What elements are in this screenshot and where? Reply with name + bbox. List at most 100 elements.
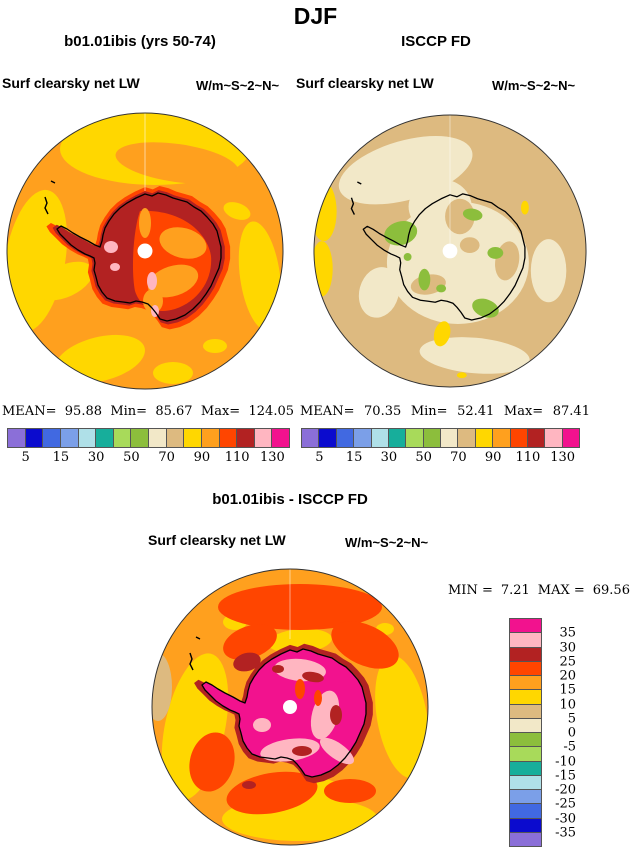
colorbar-segment	[509, 789, 542, 805]
diff-stats: MIN = 7.21 MAX = 69.56	[448, 583, 630, 598]
colorbar-segment	[24, 428, 44, 448]
colorbar-segment	[509, 817, 542, 833]
max-label: Max=	[503, 404, 544, 419]
colorbar-segment	[509, 618, 542, 634]
pole-dot	[442, 243, 458, 259]
mean-value: 95.88	[64, 404, 102, 419]
colorbar-segment	[353, 428, 372, 448]
colorbar-segment	[509, 632, 542, 648]
colorbar-segment	[509, 689, 542, 705]
colorbar-segment	[112, 428, 132, 448]
colorbar-segment	[318, 428, 337, 448]
colorbar-segment	[509, 428, 528, 448]
colorbar-tick-label: 130	[259, 450, 285, 465]
colorbar-segment	[509, 803, 542, 819]
colorbar-segment	[387, 428, 407, 448]
colorbar-segment	[509, 675, 542, 691]
mean-label: MEAN=	[2, 404, 57, 419]
min-value: 7.21	[500, 583, 530, 598]
colorbar-tick-label: -25	[555, 796, 576, 812]
islands	[189, 636, 201, 671]
obs-colorbar	[301, 428, 580, 448]
colorbar-segment	[509, 760, 542, 776]
colorbar-segment	[59, 428, 79, 448]
colorbar-segment	[335, 428, 355, 448]
max-value: 124.05	[248, 404, 295, 419]
colorbar-segment	[509, 717, 542, 733]
min-value: 85.67	[155, 404, 193, 419]
max-value: 87.41	[552, 404, 590, 419]
colorbar-tick-label: 15	[345, 450, 363, 465]
diff-field-label: Surf clearsky net LW	[148, 532, 286, 548]
diff-colorbar-ticks: 35 30 25 20 15 10 5 0 -5 -10 -15 -20 -25 -30 -35	[546, 619, 576, 847]
colorbar-tick-label: -35	[555, 825, 576, 841]
colorbar-segment	[440, 428, 459, 448]
colorbar-tick-label: 0	[567, 725, 576, 741]
interior-orange-red-slivers	[295, 679, 322, 706]
colorbar-tick-label: 90	[193, 450, 211, 465]
colorbar-tick-label: 110	[224, 450, 250, 465]
model-map	[6, 112, 284, 390]
colorbar-segment	[253, 428, 273, 448]
max-value: 69.56	[592, 583, 630, 598]
colorbar-tick-label: 5	[567, 711, 576, 727]
model-colorbar-ticks: 5 15 30 50 70 90 110 130	[8, 450, 290, 466]
islands	[350, 181, 362, 215]
model-stats: MEAN= 95.88 Min= 85.67 Max= 124.05	[2, 404, 294, 419]
colorbar-segment	[7, 428, 26, 448]
ocean-dark-red-spots	[233, 652, 261, 789]
colorbar-segment	[95, 428, 114, 448]
colorbar-tick-label: 30	[559, 640, 576, 655]
obs-stats: MEAN= 70.35 Min= 52.41 Max= 87.41	[300, 404, 590, 419]
min-label: MIN =	[448, 583, 493, 598]
colorbar-segment	[544, 428, 563, 448]
colorbar-segment	[301, 428, 320, 448]
colorbar-tick-label: 10	[559, 697, 576, 712]
colorbar-segment	[165, 428, 185, 448]
colorbar-segment	[148, 428, 167, 448]
colorbar-tick-label: -30	[555, 811, 576, 826]
interior-dark-red-spots	[272, 665, 342, 756]
tan-inlets	[410, 198, 520, 295]
colorbar-tick-label: 5	[21, 450, 30, 465]
colorbar-segment	[492, 428, 511, 448]
colorbar-tick-label: 30	[380, 450, 398, 465]
colorbar-tick-label: 5	[315, 450, 324, 465]
diff-panel-title: b01.01ibis - ISCCP FD	[212, 491, 368, 508]
colorbar-tick-label: 50	[123, 450, 140, 465]
pole-dot	[137, 243, 153, 259]
colorbar-tick-label: 20	[559, 668, 576, 684]
colorbar-tick-label: 25	[559, 654, 576, 670]
colorbar-segment	[370, 428, 389, 448]
islands	[44, 180, 56, 215]
colorbar-tick-label: 70	[450, 450, 467, 465]
obs-units-label: W/m~S~2~N~	[492, 78, 576, 93]
colorbar-segment	[509, 746, 542, 762]
obs-map	[313, 114, 587, 388]
colorbar-segment	[509, 732, 542, 748]
colorbar-tick-label: -15	[555, 768, 576, 784]
min-label: Min=	[410, 404, 448, 419]
min-label: Min=	[110, 404, 148, 419]
mean-value: 70.35	[364, 404, 402, 419]
colorbar-segment	[42, 428, 61, 448]
colorbar-segment	[77, 428, 97, 448]
colorbar-tick-label: -20	[555, 782, 576, 798]
colorbar-tick-label: 15	[559, 682, 576, 698]
diff-colorbar	[509, 618, 542, 847]
colorbar-segment	[200, 428, 220, 448]
colorbar-tick-label: 110	[515, 450, 541, 465]
colorbar-segment	[474, 428, 494, 448]
colorbar-tick-label: 35	[559, 625, 576, 641]
colorbar-segment	[509, 660, 542, 676]
colorbar-segment	[457, 428, 476, 448]
model-units-label: W/m~S~2~N~	[196, 78, 280, 93]
pole-dot	[283, 700, 297, 714]
model-field-label: Surf clearsky net LW	[2, 75, 140, 91]
obs-panel-title: ISCCP FD	[401, 33, 471, 50]
colorbar-segment	[218, 428, 238, 448]
colorbar-segment	[130, 428, 149, 448]
obs-colorbar-ticks: 5 15 30 50 70 90 110 130	[302, 450, 580, 466]
colorbar-segment	[271, 428, 290, 448]
